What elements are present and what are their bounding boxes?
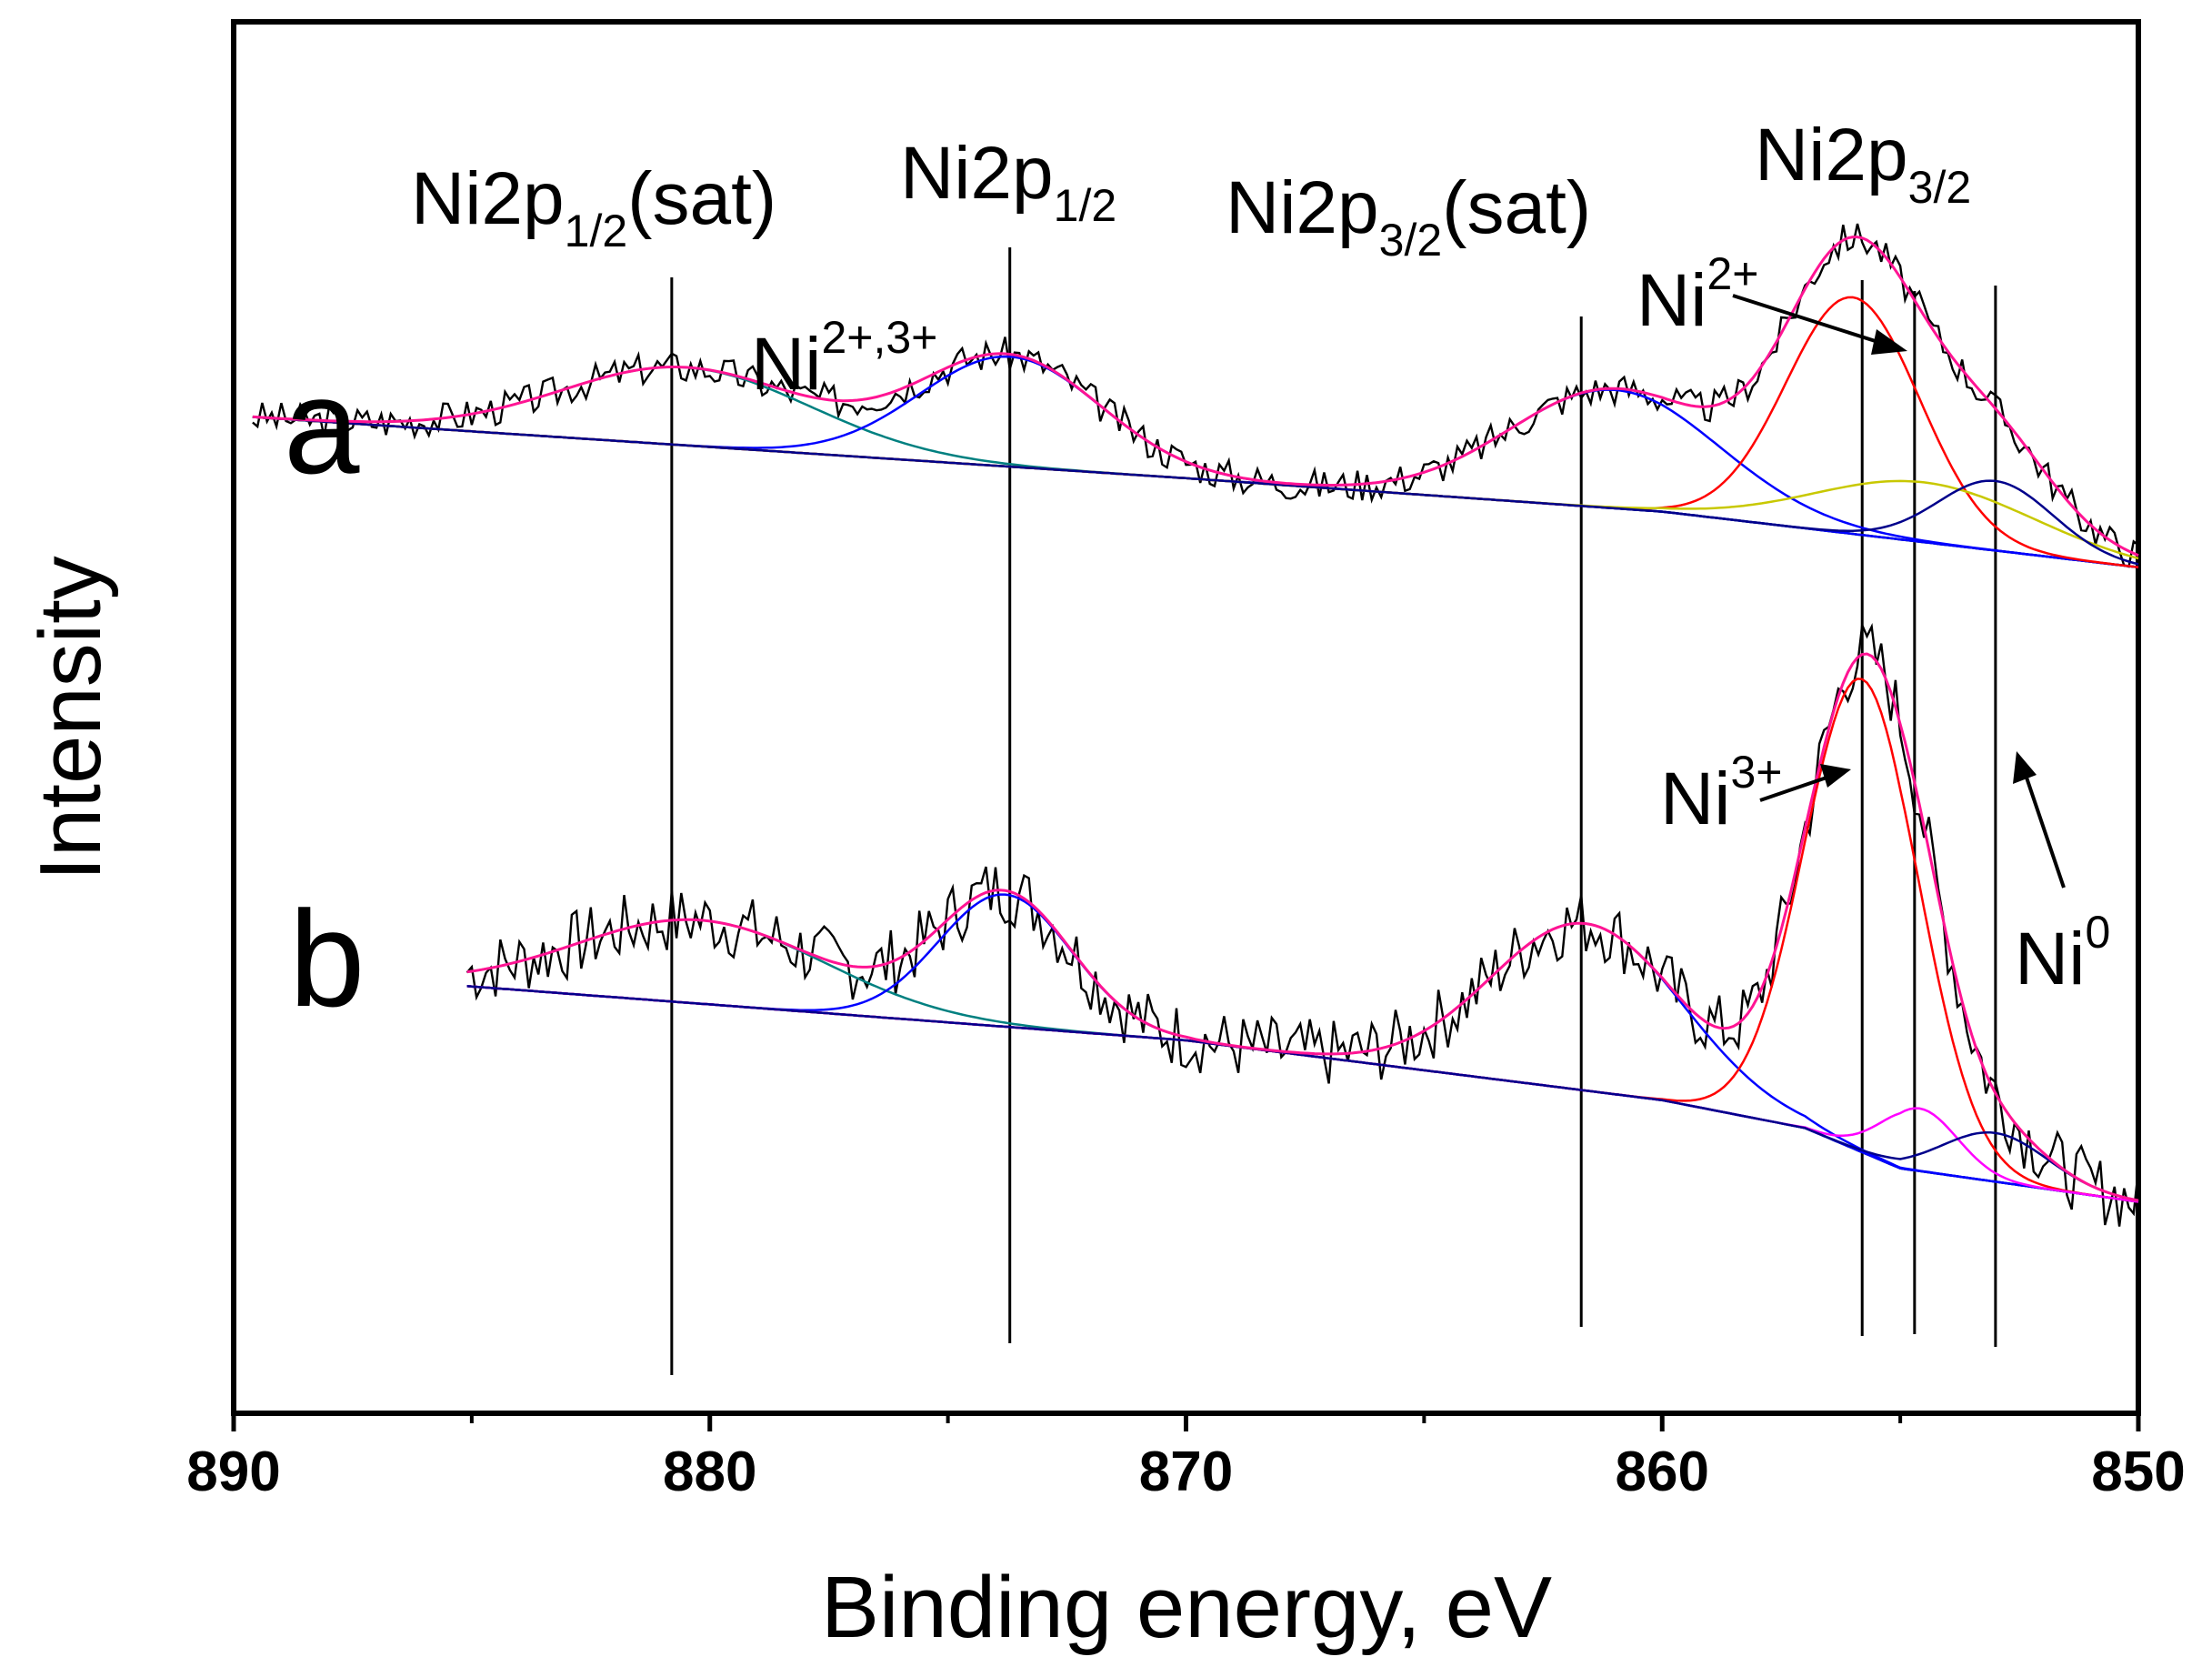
annotation-ni23plus: Ni2+,3+ xyxy=(751,312,937,406)
panel-a-background xyxy=(252,416,2139,569)
x-ticks: 890 880 870 860 850 xyxy=(186,1413,2186,1503)
x-tick-label-880: 880 xyxy=(663,1441,756,1503)
panel-a-peak-ni3- xyxy=(252,416,2139,560)
panel-b-envelope xyxy=(466,652,2139,1202)
x-tick-label-850: 850 xyxy=(2091,1441,2185,1503)
panel-a-curves xyxy=(252,223,2139,569)
arrow-ni0 xyxy=(2013,751,2066,889)
annotation-ni2plus: Ni2+ xyxy=(1636,248,1758,342)
panel-b-background xyxy=(466,985,2139,1203)
x-tick-label-870: 870 xyxy=(1139,1441,1233,1503)
annotation-ni3plus: Ni3+ xyxy=(1660,747,1782,840)
panel-b-peak-ni2p3-2-sat xyxy=(466,921,2139,1203)
panel-a-raw-data xyxy=(252,223,2139,568)
panel-b-peak-ni0 xyxy=(466,985,2139,1202)
x-tick-label-860: 860 xyxy=(1616,1441,1709,1503)
panel-a-envelope xyxy=(252,236,2139,557)
panel-b-raw-data xyxy=(465,620,2140,1227)
peak-label-ni2p12-sat: Ni2p1/2(sat) xyxy=(411,157,776,256)
annotation-ni0: Ni0 xyxy=(2015,907,2110,1000)
panel-a-peak-ni0 xyxy=(252,416,2139,566)
peak-label-ni2p32-sat: Ni2p3/2(sat) xyxy=(1226,166,1591,266)
panel-label-a: a xyxy=(284,349,360,502)
panel-b-peak-ni2p1-2 xyxy=(466,893,2139,1203)
panel-b-peak-ni2p1-2-sat xyxy=(466,919,2139,1203)
panel-b-curves xyxy=(465,620,2140,1227)
reference-lines xyxy=(670,247,1997,1375)
peak-label-ni2p32: Ni2p3/2 xyxy=(1755,114,1971,213)
panel-b-peak-ni2- xyxy=(466,985,2139,1203)
panel-label-b: b xyxy=(289,882,365,1035)
x-axis-title: Binding energy, eV xyxy=(821,1559,1552,1656)
peak-label-ni2p12: Ni2p1/2 xyxy=(900,132,1116,231)
curves xyxy=(252,223,2140,1227)
arrow-ni3plus xyxy=(1759,764,1851,802)
panel-b-peak-ni3- xyxy=(466,678,2139,1203)
arrow-ni2plus xyxy=(1732,294,1907,355)
x-tick-label-890: 890 xyxy=(186,1441,280,1503)
y-axis-title: Intensity xyxy=(22,556,119,881)
